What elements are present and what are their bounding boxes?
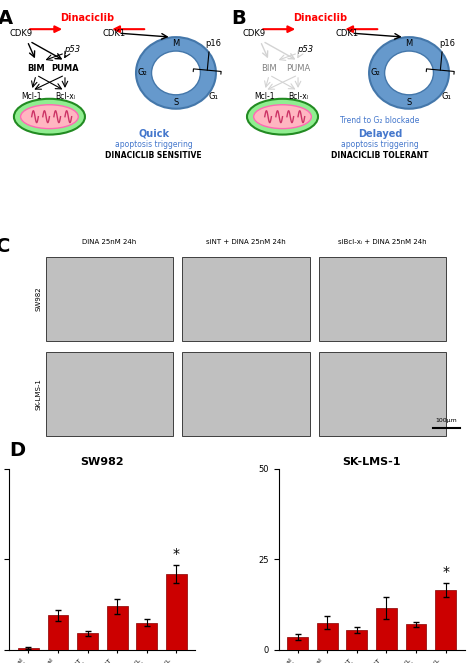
Text: G₂: G₂: [138, 68, 147, 78]
Text: siBcl-xₗ + DINA 25nM 24h: siBcl-xₗ + DINA 25nM 24h: [338, 239, 427, 245]
Text: CDK9: CDK9: [9, 29, 32, 38]
Ellipse shape: [20, 105, 78, 129]
Text: Bcl-xₗ: Bcl-xₗ: [288, 92, 308, 101]
Text: M: M: [173, 38, 180, 48]
Text: Dinaciclib: Dinaciclib: [293, 13, 347, 23]
Bar: [166, 573, 187, 650]
Text: G₂: G₂: [371, 68, 381, 78]
Title: SW982: SW982: [81, 457, 124, 467]
Circle shape: [384, 51, 433, 95]
Text: Bcl-xₗ: Bcl-xₗ: [55, 92, 75, 101]
Text: S: S: [173, 98, 179, 107]
Text: PUMA: PUMA: [51, 64, 79, 74]
Text: Mcl-1: Mcl-1: [255, 92, 275, 101]
Text: CDK9: CDK9: [242, 29, 265, 38]
Bar: [287, 637, 308, 650]
Text: PUMA: PUMA: [286, 64, 310, 74]
Bar: [376, 608, 397, 650]
Bar: [346, 630, 367, 650]
Text: apoptosis triggering: apoptosis triggering: [115, 139, 192, 149]
Bar: [47, 615, 68, 650]
FancyBboxPatch shape: [46, 353, 173, 436]
Text: CDK1: CDK1: [335, 29, 358, 38]
Ellipse shape: [254, 105, 311, 129]
Text: Quick: Quick: [138, 129, 169, 139]
Text: DINACICLIB SENSITIVE: DINACICLIB SENSITIVE: [105, 151, 202, 160]
Text: C: C: [0, 237, 10, 256]
Bar: [107, 607, 128, 650]
Circle shape: [136, 37, 216, 109]
Text: apoptosis triggering: apoptosis triggering: [341, 139, 419, 149]
FancyBboxPatch shape: [182, 257, 310, 341]
FancyBboxPatch shape: [182, 353, 310, 436]
Text: DINA 25nM 24h: DINA 25nM 24h: [82, 239, 137, 245]
Text: *: *: [173, 547, 180, 561]
Bar: [406, 625, 427, 650]
Text: BIM: BIM: [27, 64, 45, 74]
FancyBboxPatch shape: [319, 353, 447, 436]
Text: DINACICLIB TOLERANT: DINACICLIB TOLERANT: [331, 151, 429, 160]
Text: CDK1: CDK1: [102, 29, 125, 38]
Text: 100μm: 100μm: [436, 418, 457, 423]
Text: Delayed: Delayed: [358, 129, 402, 139]
Text: BIM: BIM: [261, 64, 277, 74]
Text: *: *: [442, 566, 449, 579]
Title: SK-LMS-1: SK-LMS-1: [342, 457, 401, 467]
Text: Dinaciclib: Dinaciclib: [60, 13, 114, 23]
Text: D: D: [9, 441, 26, 460]
Text: p16: p16: [439, 38, 455, 48]
Text: p16: p16: [206, 38, 222, 48]
Text: B: B: [231, 9, 246, 29]
Bar: [18, 648, 39, 650]
Text: G₁: G₁: [442, 92, 452, 101]
Text: p53: p53: [64, 44, 80, 54]
Bar: [317, 623, 337, 650]
Bar: [77, 633, 98, 650]
Text: M: M: [405, 38, 413, 48]
Text: Mcl-1: Mcl-1: [21, 92, 42, 101]
FancyBboxPatch shape: [319, 257, 447, 341]
Ellipse shape: [14, 99, 85, 135]
Text: siNT + DINA 25nM 24h: siNT + DINA 25nM 24h: [206, 239, 286, 245]
Bar: [137, 623, 157, 650]
Circle shape: [369, 37, 449, 109]
Circle shape: [152, 51, 201, 95]
Text: SW982: SW982: [36, 286, 41, 311]
FancyBboxPatch shape: [46, 257, 173, 341]
Text: A: A: [0, 9, 13, 29]
Text: Trend to G₂ blockade: Trend to G₂ blockade: [340, 115, 420, 125]
Text: S: S: [406, 98, 411, 107]
Text: G₁: G₁: [209, 92, 219, 101]
Ellipse shape: [247, 99, 318, 135]
Text: p53: p53: [297, 44, 313, 54]
Bar: [435, 590, 456, 650]
Text: SK-LMS-1: SK-LMS-1: [36, 379, 41, 410]
